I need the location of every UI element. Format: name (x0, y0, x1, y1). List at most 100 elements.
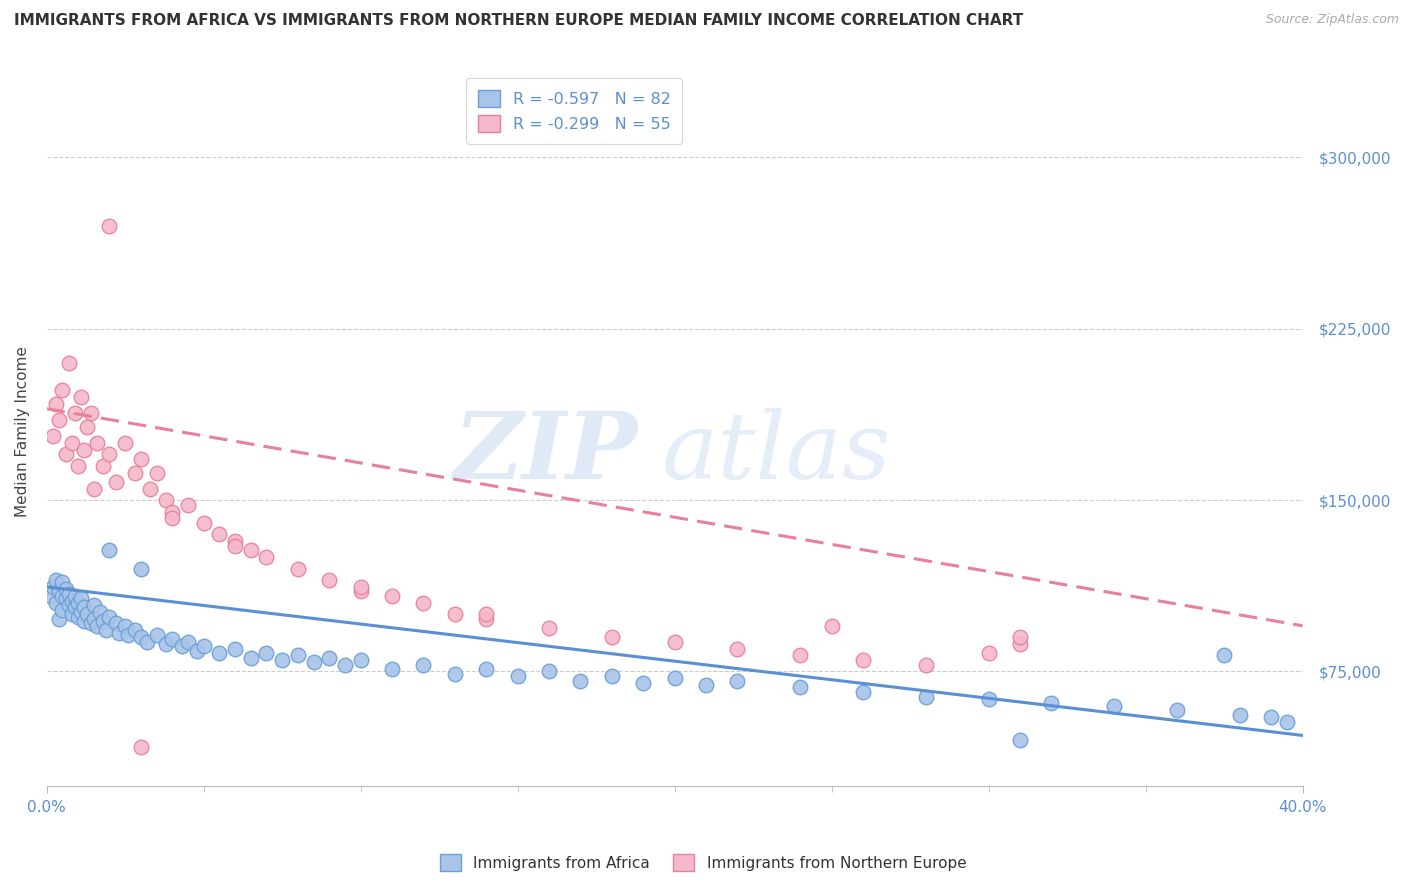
Point (145, 466, 167, 480)
Point (852, 685, 875, 699)
Point (45, 573, 67, 587)
Point (108, 625, 131, 640)
Point (162, 511, 184, 525)
Point (55, 447, 77, 461)
Point (239, 543, 262, 558)
Point (48, 413, 70, 427)
Point (73, 442, 96, 457)
Point (349, 584, 371, 599)
Point (60, 436, 83, 450)
Point (1229, 707, 1251, 722)
Point (1008, 637, 1031, 651)
Point (67, 609, 90, 624)
Point (96, 624, 118, 638)
Point (475, 662, 498, 676)
Point (83, 612, 105, 626)
Point (725, 673, 748, 688)
Point (1008, 733, 1031, 747)
Point (58, 598, 80, 612)
Legend: Immigrants from Africa, Immigrants from Northern Europe: Immigrants from Africa, Immigrants from … (433, 848, 973, 877)
Point (83, 482, 105, 496)
Point (155, 493, 177, 508)
Point (117, 628, 139, 642)
Point (58, 587, 80, 601)
Point (443, 666, 465, 681)
Point (136, 634, 159, 648)
Point (42, 580, 65, 594)
Point (38, 589, 60, 603)
Point (73, 614, 96, 628)
Point (79, 406, 101, 420)
Point (70, 605, 93, 619)
Point (789, 648, 811, 663)
Text: atlas: atlas (662, 408, 891, 498)
Point (177, 634, 200, 648)
Point (129, 739, 152, 754)
Point (124, 466, 146, 480)
Point (193, 516, 215, 530)
Point (155, 637, 177, 651)
Point (162, 632, 184, 647)
Point (725, 641, 748, 656)
Point (208, 527, 231, 541)
Point (42, 429, 65, 443)
Point (129, 452, 152, 467)
Point (695, 678, 717, 692)
Point (412, 596, 434, 610)
Point (63, 406, 86, 420)
Point (55, 591, 77, 606)
Point (98, 447, 121, 461)
Point (256, 550, 278, 565)
Point (1166, 703, 1188, 717)
Point (318, 650, 340, 665)
Point (58, 356, 80, 370)
Point (86, 436, 108, 450)
Point (224, 534, 246, 549)
Point (1102, 698, 1125, 713)
Point (664, 634, 686, 648)
Point (76, 420, 98, 434)
Point (475, 612, 498, 626)
Point (70, 591, 93, 606)
Point (412, 657, 434, 672)
Point (51, 603, 73, 617)
Point (48, 612, 70, 626)
Point (193, 640, 215, 654)
Point (302, 655, 325, 669)
Y-axis label: Median Family Income: Median Family Income (15, 346, 30, 517)
Point (45, 397, 67, 411)
Point (569, 673, 592, 688)
Point (600, 630, 623, 644)
Point (789, 681, 811, 695)
Point (287, 648, 309, 663)
Point (208, 646, 231, 660)
Point (51, 575, 73, 590)
Point (239, 650, 262, 665)
Point (67, 458, 90, 473)
Point (537, 621, 560, 635)
Point (51, 589, 73, 603)
Text: ZIP: ZIP (453, 408, 637, 498)
Point (129, 630, 152, 644)
Text: IMMIGRANTS FROM AFRICA VS IMMIGRANTS FROM NORTHERN EUROPE MEDIAN FAMILY INCOME C: IMMIGRANTS FROM AFRICA VS IMMIGRANTS FRO… (14, 13, 1024, 29)
Point (45, 596, 67, 610)
Point (104, 475, 127, 489)
Point (139, 482, 162, 496)
Point (60, 593, 83, 607)
Point (1213, 648, 1236, 663)
Point (98, 543, 121, 558)
Legend: R = -0.597   N = 82, R = -0.299   N = 55: R = -0.597 N = 82, R = -0.299 N = 55 (467, 78, 682, 144)
Point (186, 644, 208, 658)
Point (124, 624, 146, 638)
Point (820, 619, 842, 633)
Point (63, 600, 86, 615)
Text: Source: ZipAtlas.com: Source: ZipAtlas.com (1265, 13, 1399, 27)
Point (145, 628, 167, 642)
Point (67, 596, 90, 610)
Point (48, 584, 70, 599)
Point (506, 669, 529, 683)
Point (287, 561, 309, 575)
Point (60, 607, 83, 622)
Point (91, 614, 114, 628)
Point (79, 616, 101, 631)
